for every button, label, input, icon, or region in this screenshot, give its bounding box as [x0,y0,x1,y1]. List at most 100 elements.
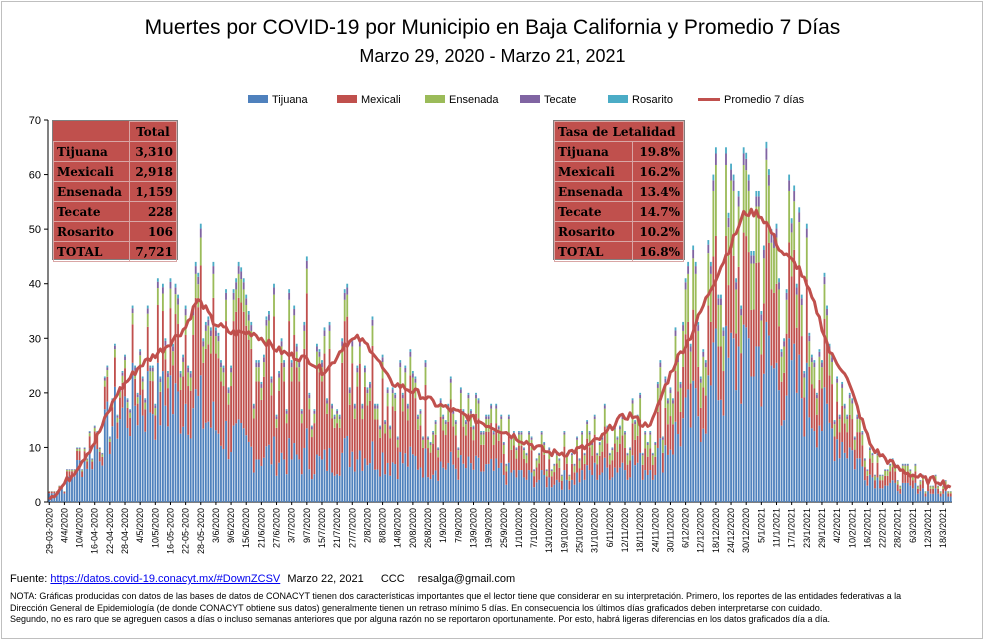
bar-mexicali [71,471,73,477]
bar-tecate [384,421,387,425]
bar-tecate [520,432,523,435]
bar-ensenada [828,351,831,376]
bar-tecate [404,367,407,373]
bar-ensenada [353,408,356,419]
bar-rosarito [783,338,785,342]
bar-mexicali [199,265,202,376]
bar-tijuana [225,420,227,502]
bar-ensenada [502,444,505,454]
bar-tijuana [916,493,919,502]
bar-rosarito [323,327,326,331]
bar-mexicali [636,435,639,463]
bar-tecate [780,351,783,357]
bar-tijuana [60,489,63,502]
bar-tijuana [164,405,167,502]
bar-mexicali [235,311,238,424]
bar-rosarito [805,223,808,229]
legend-line-promedio [698,97,720,101]
footer-date: Marzo 22, 2021 [287,573,364,585]
bar-tecate [93,426,96,428]
x-tick-label: 31/10/2020 [590,508,600,553]
bar-tijuana [659,438,662,502]
bar-mexicali [129,417,131,437]
bar-mexicali [103,386,106,410]
bar-tijuana [576,472,578,502]
bar-tecate [386,389,389,394]
bar-rosarito [149,365,152,368]
bar-rosarito [851,398,854,401]
bar-rosarito [260,381,263,385]
bar-mexicali [674,371,677,422]
bar-tecate [687,266,690,274]
bar-mexicali [260,399,263,466]
bar-mexicali [280,362,283,453]
bar-rosarito [429,441,432,444]
bar-tecate [682,325,684,331]
bar-rosarito [280,338,283,342]
note-line-3: Segundo, no es raro que se agreguen caso… [10,614,831,624]
bar-rosarito [419,409,422,411]
bar-rosarito [914,463,917,465]
footer-source-link[interactable]: https://datos.covid-19.conacyt.mx/#DownZ… [50,573,281,585]
bar-ensenada [293,315,296,336]
bar-tecate [525,453,528,456]
bar-ensenada [500,419,503,433]
bar-mexicali [591,455,594,475]
bar-rosarito [752,250,755,256]
bar-ensenada [316,351,318,368]
bar-tecate [209,330,212,337]
bar-mexicali [111,407,114,427]
bar-ensenada [871,455,874,463]
bar-tijuana [346,435,349,502]
bar-mexicali [798,266,801,355]
bar-mexicali [808,366,811,418]
bar-tecate [116,415,119,418]
bar-tijuana [598,474,601,502]
bar-rosarito [740,305,743,309]
bar-tijuana [785,395,788,502]
bar-ensenada [553,465,556,473]
bar-tecate [639,394,642,399]
bar-tecate [528,432,530,435]
bar-tecate [470,410,472,414]
bar-tecate [664,378,667,383]
x-tick-label: 1/10/2020 [514,508,524,548]
x-tick-label: 22/2/2021 [878,508,888,548]
bar-rosarito [659,360,662,363]
bar-mexicali [937,488,940,494]
bar-tijuana [81,476,84,502]
bar-mexicali [88,436,91,449]
bar-tijuana [871,477,874,502]
bar-ensenada [626,455,629,465]
bar-mexicali [227,404,230,460]
bar-mexicali [828,375,831,423]
bar-tijuana [257,459,260,502]
bar-tijuana [290,459,293,502]
bar-tecate [661,437,664,440]
bar-mexicali [939,493,942,497]
bar-tecate [502,443,505,445]
bar-tijuana [273,436,275,502]
bar-rosarito [262,354,265,358]
bar-mexicali [530,450,533,473]
bar-mexicali [144,409,147,432]
bar-mexicali [687,321,690,390]
bar-tijuana [399,451,402,502]
bar-ensenada [613,429,616,444]
bar-mexicali [507,432,510,463]
bar-mexicali [621,435,624,463]
bar-ensenada [156,288,159,305]
bar-rosarito [333,414,336,417]
bar-tijuana [351,451,354,502]
bar-mexicali [815,414,818,448]
bar-mexicali [563,446,566,471]
bar-ensenada [765,159,768,223]
bar-tijuana [270,464,273,502]
bar-mexicali [689,383,692,428]
bar-rosarito [199,223,202,229]
bar-ensenada [515,450,518,459]
bar-tijuana [740,403,743,502]
bar-ensenada [348,393,351,405]
bar-tecate [576,437,578,440]
bar-mexicali [343,321,346,439]
